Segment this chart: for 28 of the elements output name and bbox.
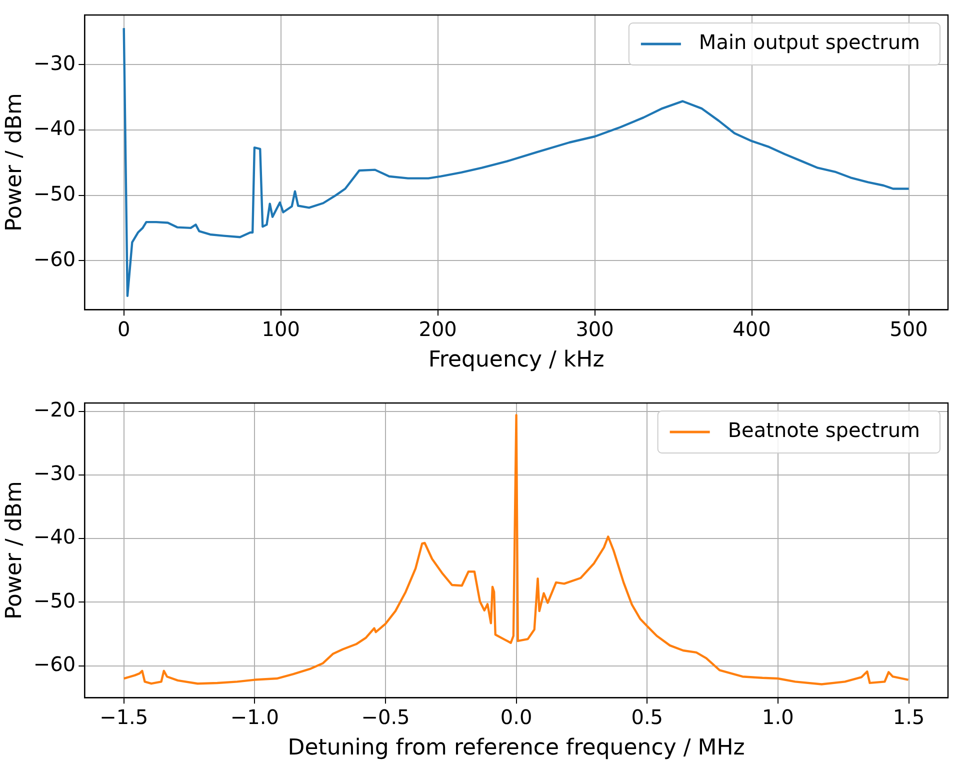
- x-tick-label: 300: [576, 316, 614, 341]
- x-tick-label: 400: [732, 316, 771, 341]
- y-tick-label: −50: [33, 181, 76, 206]
- y-tick-label: −30: [33, 50, 76, 75]
- y-tick-label: −50: [33, 588, 76, 612]
- y-tick-label: −60: [33, 652, 76, 676]
- y-tick-label: −60: [33, 246, 76, 271]
- legend-label: Main output spectrum: [698, 30, 920, 54]
- x-tick-label: 500: [890, 316, 928, 341]
- y-tick-label: −20: [33, 397, 76, 422]
- y-axis-title: Power / dBm: [2, 93, 27, 232]
- x-tick-label: 200: [418, 316, 457, 341]
- x-tick-label: 0: [117, 316, 130, 341]
- x-axis-title: Frequency / kHz: [428, 348, 604, 373]
- x-tick-label: 100: [262, 316, 300, 341]
- x-tick-label: −0.5: [361, 704, 410, 729]
- x-tick-label: −1.5: [100, 704, 148, 729]
- y-axis-title: Power / dBm: [2, 481, 27, 620]
- x-axis-title: Detuning from reference frequency / MHz: [288, 736, 745, 761]
- x-tick-label: −1.0: [230, 704, 279, 729]
- y-tick-label: −40: [33, 116, 76, 140]
- x-tick-label: 0.5: [631, 704, 664, 729]
- x-tick-label: 1.5: [892, 704, 925, 729]
- x-tick-label: 1.0: [762, 704, 794, 729]
- y-tick-label: −40: [33, 524, 76, 549]
- y-tick-label: −30: [33, 461, 76, 486]
- legend-label: Beatnote spectrum: [728, 418, 920, 442]
- x-tick-label: 0.0: [500, 704, 532, 729]
